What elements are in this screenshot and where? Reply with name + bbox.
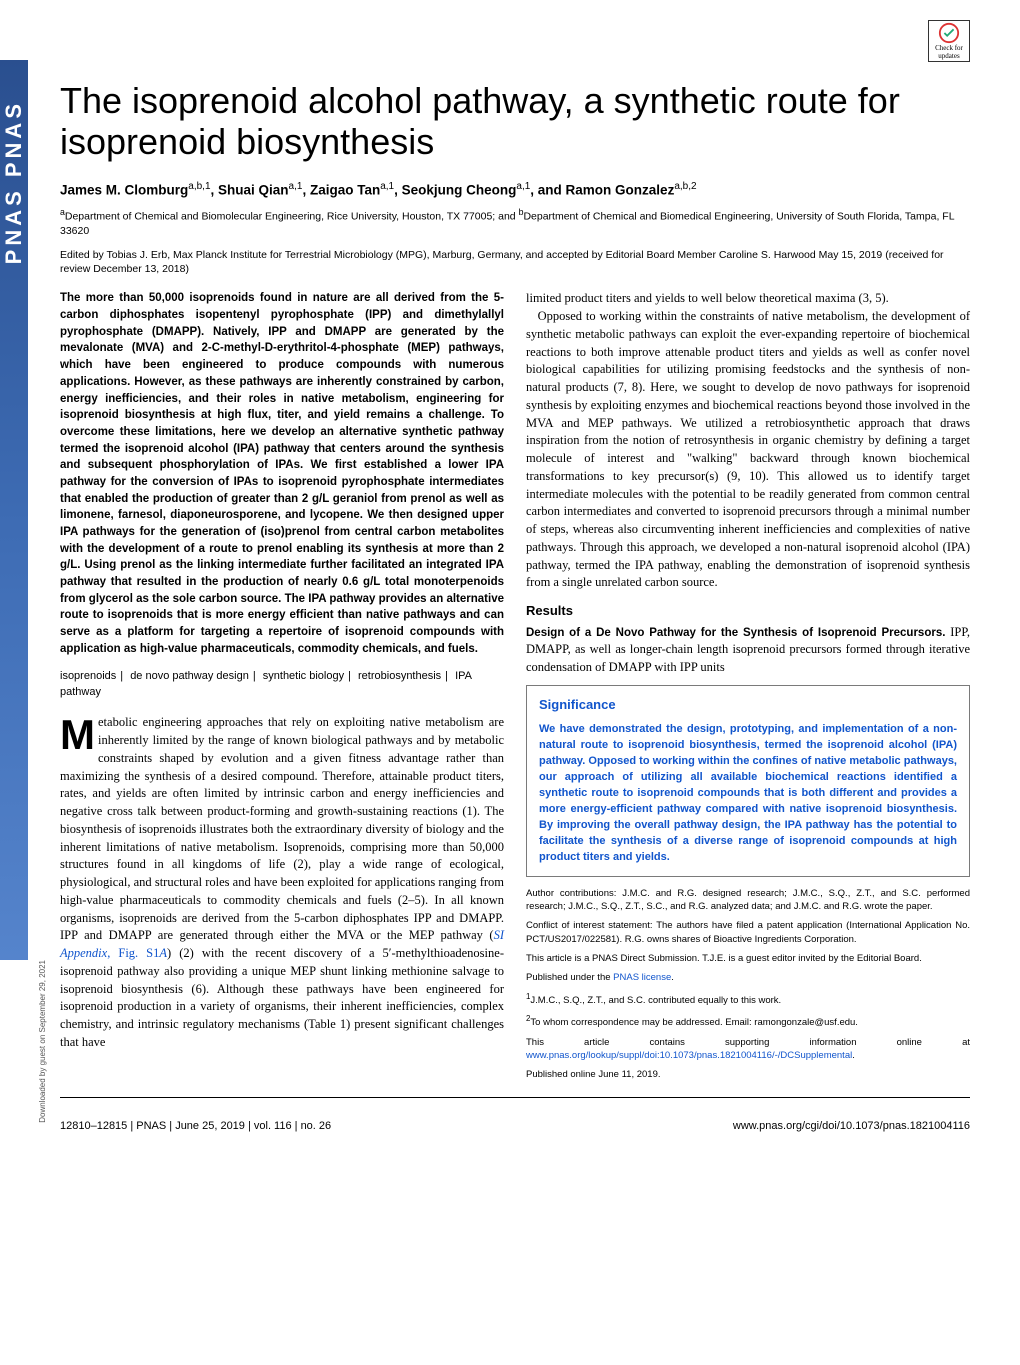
correspondence: 2To whom correspondence may be addressed… [526,1013,970,1029]
article-notes: Author contributions: J.M.C. and R.G. de… [526,887,970,1082]
equal-contribution: 1J.M.C., S.Q., Z.T., and S.C. contribute… [526,991,970,1007]
author-contributions: Author contributions: J.M.C. and R.G. de… [526,887,970,914]
authors: James M. Clomburga,b,1, Shuai Qiana,1, Z… [60,181,970,198]
significance-box: Significance We have demonstrated the de… [526,685,970,877]
check-updates-l2: updates [938,52,959,60]
keywords: isoprenoids| de novo pathway design| syn… [60,669,504,700]
results-subhead: Design of a De Novo Pathway for the Synt… [526,627,945,639]
affiliations: aDepartment of Chemical and Biomolecular… [60,207,970,238]
significance-title: Significance [539,696,957,714]
article-title: The isoprenoid alcohol pathway, a synthe… [60,80,970,163]
significance-text: We have demonstrated the design, prototy… [539,722,957,865]
check-updates-l1: Check for [935,44,963,52]
body-text-col2-intro: limited product titers and yields to wel… [526,290,970,592]
results-paragraph: Design of a De Novo Pathway for the Synt… [526,624,970,677]
si-note: This article contains supporting informa… [526,1036,970,1063]
left-column: The more than 50,000 isoprenoids found i… [60,290,504,1087]
abstract: The more than 50,000 isoprenoids found i… [60,290,504,657]
published-online: Published online June 11, 2019. [526,1068,970,1081]
right-column: limited product titers and yields to wel… [526,290,970,1087]
kw: retrobiosynthesis [358,670,441,682]
conflict-of-interest: Conflict of interest statement: The auth… [526,919,970,946]
license-note: Published under the PNAS license. [526,971,970,984]
footer-rule [60,1097,970,1098]
edited-by: Edited by Tobias J. Erb, Max Planck Inst… [60,248,970,276]
kw: synthetic biology [263,670,344,682]
check-updates-icon [938,22,960,44]
si-link[interactable]: www.pnas.org/lookup/suppl/doi:10.1073/pn… [526,1050,852,1061]
results-heading: Results [526,602,970,620]
kw: isoprenoids [60,670,116,682]
body-text-col1: Metabolic engineering approaches that re… [60,714,504,1051]
kw: de novo pathway design [130,670,249,682]
footer-right: www.pnas.org/cgi/doi/10.1073/pnas.182100… [733,1120,970,1132]
check-for-updates-badge[interactable]: Check for updates [928,20,970,62]
pnas-license-link[interactable]: PNAS license [613,972,671,983]
footer-left: 12810–12815 | PNAS | June 25, 2019 | vol… [60,1120,331,1132]
submission-note: This article is a PNAS Direct Submission… [526,952,970,965]
page-footer: 12810–12815 | PNAS | June 25, 2019 | vol… [60,1120,970,1132]
